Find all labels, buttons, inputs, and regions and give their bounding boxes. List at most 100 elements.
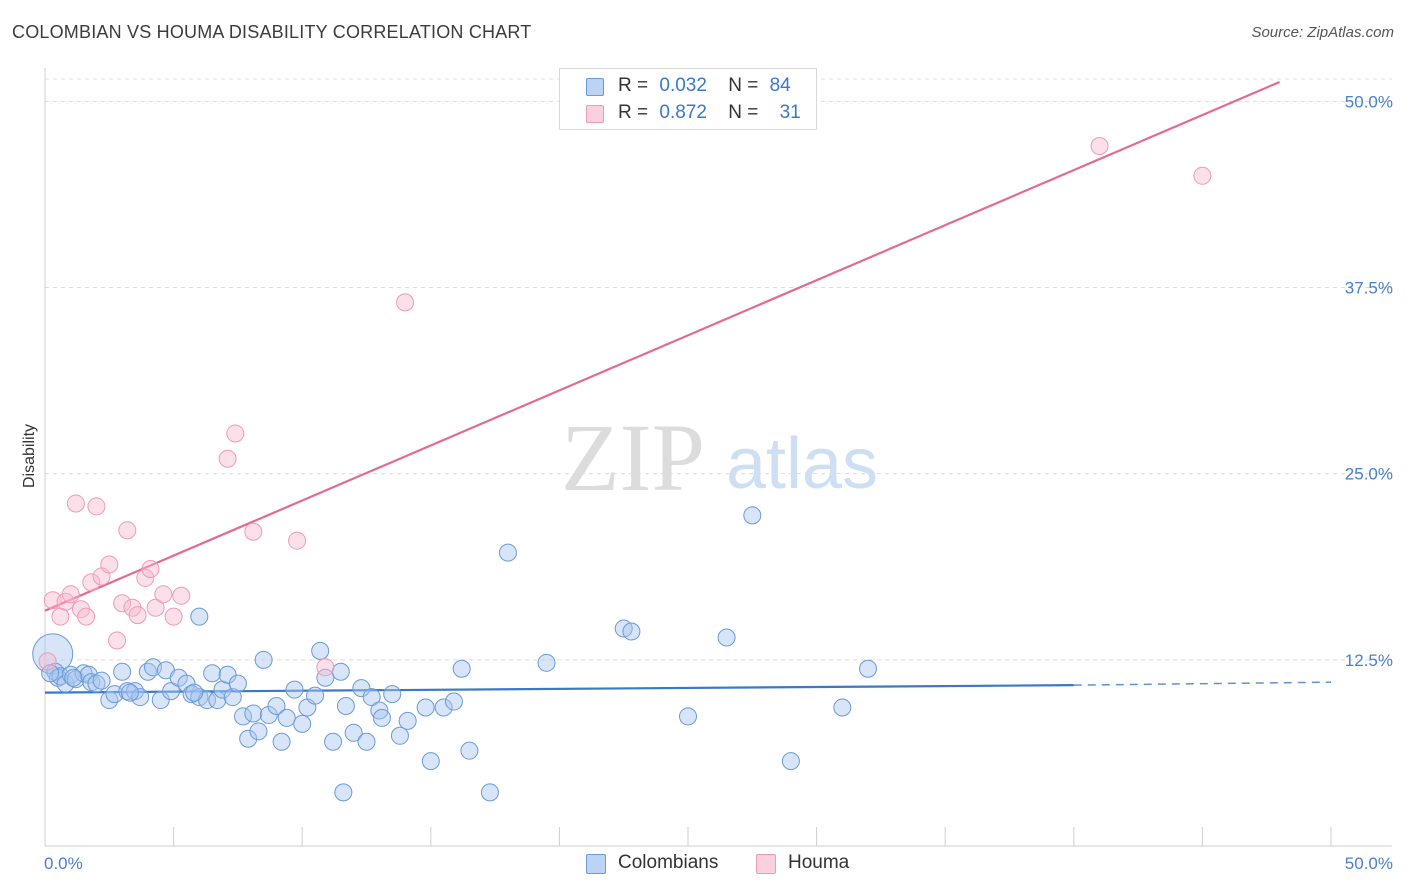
y-axis-label: Disability [21,424,38,488]
x-tick-label: 50.0% [1345,854,1393,873]
point-colombians [285,680,304,699]
points-colombians [32,506,878,802]
point-houma [43,591,62,610]
point-colombians [203,664,222,683]
y-tick-labels: 12.5% 25.0% 37.5% 50.0% [1345,92,1393,669]
point-colombians [421,752,440,771]
point-colombians [208,691,227,710]
watermark-zip: ZIP [561,404,705,511]
point-houma [136,568,155,587]
y-tick-label: 25.0% [1345,465,1393,484]
point-colombians [334,783,353,802]
legend-n-label: N = [728,75,759,96]
y-tick-label: 50.0% [1345,92,1393,111]
point-colombians [622,622,641,641]
stats-legend: R = 0.032 N = 84 R = 0.872 N = 31 [559,68,817,130]
point-colombians [331,662,350,681]
legend-n-label: N = [728,102,759,123]
point-colombians [190,607,209,626]
point-colombians [357,732,376,751]
point-colombians [185,683,204,702]
point-colombians [833,698,852,717]
points-houma [38,137,1212,677]
legend-r-value: 0.872 [659,102,707,123]
point-houma [66,494,85,513]
point-houma [1090,137,1109,156]
point-colombians [249,722,268,741]
point-colombians [717,628,736,647]
point-colombians [100,691,119,710]
y-tick-label: 37.5% [1345,279,1393,298]
point-houma [226,424,245,443]
point-colombians [218,665,237,684]
legend-swatch-blue [586,78,604,96]
point-colombians [87,674,106,693]
legend-r-value: 0.032 [659,75,707,96]
chart-title: COLOMBIAN VS HOUMA DISABILITY CORRELATIO… [12,22,532,42]
point-colombians [324,732,343,751]
point-houma [288,531,307,550]
point-colombians [452,659,471,678]
point-houma [172,586,191,605]
point-colombians [344,723,363,742]
point-houma [100,555,119,574]
series-legend: Colombians Houma [0,851,1406,879]
point-colombians [859,659,878,678]
legend-r-label: R = [618,75,649,96]
point-houma [396,293,415,312]
point-colombians [228,674,247,693]
x-tick-labels: 0.0% 50.0% [44,854,1393,873]
point-colombians [743,506,762,525]
point-houma [154,585,173,604]
point-colombians [254,650,273,669]
point-colombians [679,707,697,726]
point-colombians [390,726,409,745]
point-colombians [293,714,312,733]
point-colombians [434,698,453,717]
point-colombians [480,783,499,802]
point-colombians [781,752,800,771]
point-houma [146,598,165,617]
point-colombians [234,707,253,726]
point-colombians [272,732,291,751]
point-houma [108,631,127,650]
legend-n-value: 31 [779,102,801,123]
point-colombians [352,679,371,698]
point-houma [164,607,183,626]
point-colombians [416,698,435,717]
point-houma [218,449,237,468]
point-houma [113,594,132,613]
point-houma [77,607,96,626]
trend-dashed [1073,681,1332,686]
point-colombians [64,668,83,687]
point-colombians [444,692,463,711]
point-colombians [336,697,355,716]
y-tick-label: 12.5% [1345,651,1393,670]
point-houma [141,559,160,578]
point-colombians [244,704,263,723]
axes [44,68,1392,847]
point-colombians [372,708,391,727]
point-colombians [306,686,325,705]
point-colombians [120,683,139,702]
legend-n-value: 84 [769,75,791,96]
point-colombians [239,729,258,748]
point-colombians [316,668,335,687]
x-tick-label: 0.0% [44,854,83,873]
point-colombians [498,543,517,562]
point-colombians [383,685,402,704]
point-colombians [537,653,556,672]
point-colombians [41,664,60,683]
point-colombians [460,741,479,760]
legend-swatch-pink [586,105,604,123]
point-colombians [223,688,242,707]
legend-swatch-pink [756,854,776,874]
legend-label-colombians: Colombians [618,852,719,873]
point-houma [61,585,80,604]
point-houma [244,522,263,541]
chart-source: Source: ZipAtlas.com [1251,24,1394,41]
legend-label-houma: Houma [788,852,850,873]
watermark-atlas: atlas [726,424,878,504]
point-colombians [131,688,150,707]
point-colombians [113,662,132,681]
